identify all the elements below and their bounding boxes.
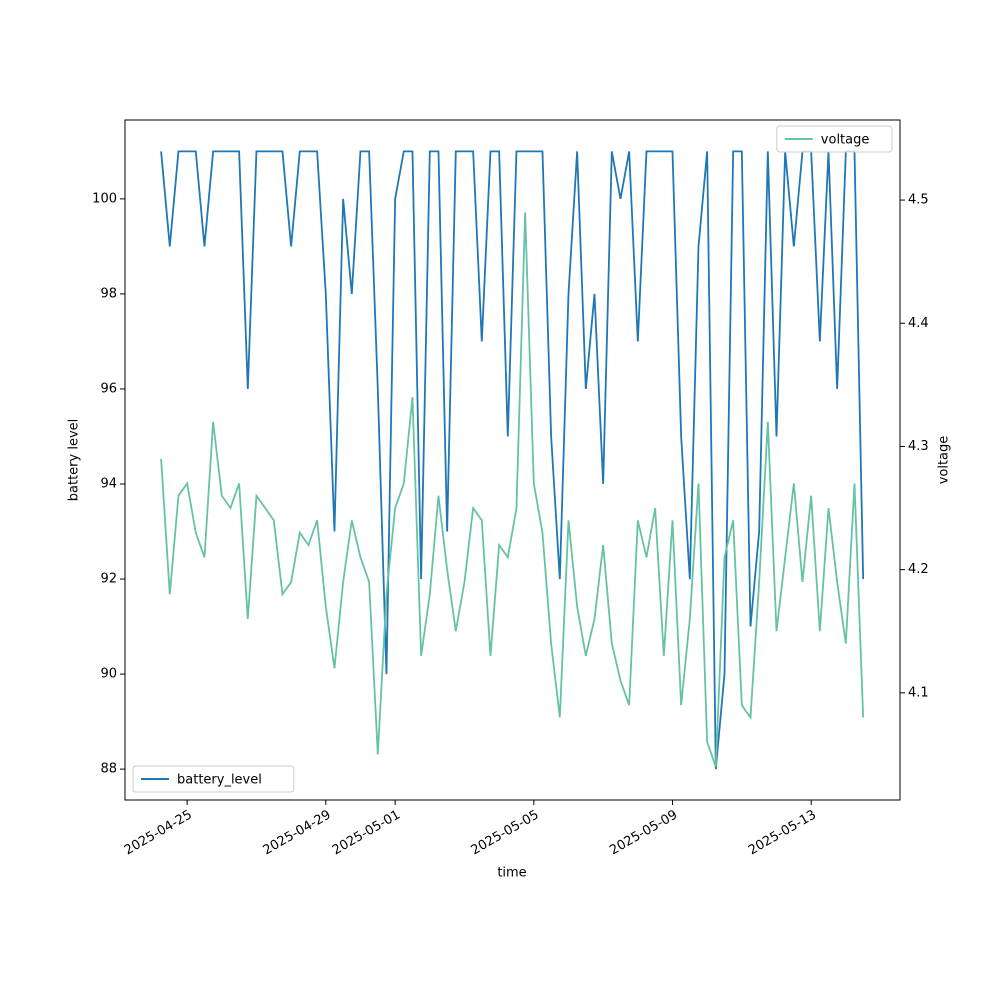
y-tick-label: 96 (100, 381, 117, 396)
legend: voltage (776, 125, 893, 153)
y-tick-label: 88 (100, 762, 117, 777)
x-axis-label: time (497, 866, 526, 881)
legend-box (776, 125, 893, 153)
y-tick-label: 94 (100, 476, 117, 491)
plot-frame (124, 119, 901, 801)
y-tick-label: 90 (100, 667, 117, 682)
data-line (160, 212, 865, 768)
legend-label: battery_level (177, 773, 262, 788)
y-axis-label: battery level (67, 419, 82, 502)
legend-box (132, 765, 295, 793)
y2-tick-label: 4.5 (908, 193, 929, 208)
y-tick-label: 100 (92, 191, 117, 206)
y-tick-label: 92 (100, 572, 117, 587)
y-tick-label: 98 (100, 286, 117, 301)
legend-label: voltage (821, 133, 870, 148)
y2-tick-label: 4.1 (908, 685, 929, 700)
y2-tick-label: 4.4 (908, 316, 929, 331)
y2-tick-label: 4.3 (908, 439, 929, 454)
y2-axis-label: voltage (937, 436, 952, 485)
legend: battery_level (132, 765, 295, 793)
y2-tick-label: 4.2 (908, 562, 929, 577)
data-line (160, 150, 865, 770)
